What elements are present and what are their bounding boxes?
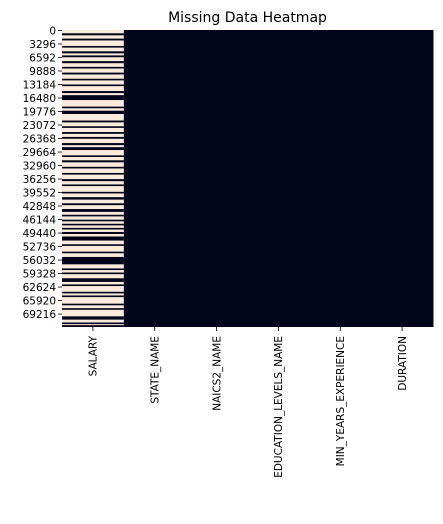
salary-present-band (62, 219, 124, 222)
y-tick-label: 39552 (23, 187, 56, 199)
x-tick-label: MIN_YEARS_EXPERIENCE (335, 336, 347, 466)
salary-present-band (62, 227, 124, 230)
y-tick-label: 62624 (23, 282, 57, 294)
salary-present-band (62, 303, 124, 306)
salary-present-band (62, 78, 124, 81)
y-tick-label: 23072 (23, 120, 56, 132)
salary-present-band (62, 147, 124, 151)
column-cell-naics2-name (185, 30, 248, 327)
salary-present-band (62, 209, 124, 212)
column-cell-state-name (123, 30, 187, 327)
x-tick-label: NAICS2_NAME (211, 336, 223, 411)
salary-present-band (62, 106, 124, 109)
salary-present-band (62, 231, 124, 235)
column-cell-duration (371, 30, 434, 327)
salary-present-band (62, 184, 124, 187)
salary-present-band (62, 316, 124, 320)
y-tick-label: 52736 (23, 241, 57, 253)
salary-present-band (62, 256, 124, 265)
salary-present-band (62, 325, 124, 327)
y-tick-label: 56032 (23, 255, 56, 267)
y-tick-label: 29664 (23, 147, 57, 159)
salary-present-band (62, 172, 124, 175)
salary-present-band (62, 284, 124, 287)
heatmap-cells (62, 30, 434, 327)
salary-present-band (62, 61, 124, 64)
salary-present-band (62, 236, 124, 241)
salary-present-band (62, 155, 124, 157)
y-tick-label: 26368 (23, 133, 56, 145)
salary-present-band (62, 291, 124, 294)
salary-present-band (62, 132, 124, 134)
salary-present-band (62, 120, 124, 123)
salary-present-band (62, 308, 124, 310)
y-tick-label: 3296 (29, 39, 56, 51)
salary-present-band (62, 55, 124, 58)
salary-present-band (62, 203, 124, 206)
x-tick-label: STATE_NAME (150, 336, 162, 404)
y-tick-label: 19776 (23, 106, 57, 118)
salary-present-band (62, 223, 124, 226)
salary-present-band (62, 179, 124, 182)
salary-present-band (62, 191, 124, 194)
y-tick-label: 36256 (23, 174, 57, 186)
salary-present-band (62, 38, 124, 41)
salary-present-band (62, 110, 124, 114)
salary-present-band (62, 278, 124, 282)
y-tick-label: 16480 (23, 93, 56, 105)
column-cell-education-levels-name (247, 30, 310, 327)
salary-present-band (62, 45, 124, 48)
chart-title: Missing Data Heatmap (168, 10, 327, 26)
salary-present-band (62, 214, 124, 217)
column-cell-min-years-experience (309, 30, 372, 327)
y-tick-label: 13184 (23, 79, 57, 91)
y-tick-label: 46144 (23, 214, 57, 226)
y-tick-label: 49440 (23, 228, 56, 240)
x-tick-label: DURATION (397, 336, 409, 391)
salary-present-band (62, 251, 124, 254)
y-tick-label: 32960 (23, 160, 56, 172)
salary-present-band (62, 91, 124, 94)
salary-present-band (62, 143, 124, 146)
salary-present-band (62, 72, 124, 75)
y-tick-label: 6592 (29, 52, 56, 64)
salary-present-band (62, 322, 124, 325)
salary-present-band (62, 136, 124, 139)
salary-present-band (62, 166, 124, 169)
x-tick-label: SALARY (88, 335, 100, 376)
salary-present-band (62, 84, 124, 87)
salary-present-band (62, 33, 124, 36)
salary-present-band (62, 95, 124, 101)
salary-present-band (62, 244, 124, 246)
y-tick-label: 42848 (23, 201, 56, 213)
y-tick-label: 65920 (23, 295, 56, 307)
column-cell-salary (62, 30, 125, 327)
salary-present-band (62, 51, 124, 54)
y-tick-label: 0 (49, 25, 56, 37)
salary-present-band (62, 197, 124, 200)
x-tick-label: EDUCATION_LEVELS_NAME (273, 336, 285, 478)
salary-present-band (62, 126, 124, 128)
y-tick-label: 9888 (29, 66, 56, 78)
y-tick-label: 59328 (23, 268, 56, 280)
salary-present-band (62, 295, 124, 298)
salary-present-band (62, 160, 124, 163)
y-tick-label: 69216 (23, 309, 57, 321)
x-axis: SALARY STATE_NAME NAICS2_NAME EDUCATION_LEV… (88, 327, 409, 478)
salary-present-band (62, 272, 124, 275)
salary-present-band (62, 268, 124, 271)
salary-present-band (62, 66, 124, 69)
